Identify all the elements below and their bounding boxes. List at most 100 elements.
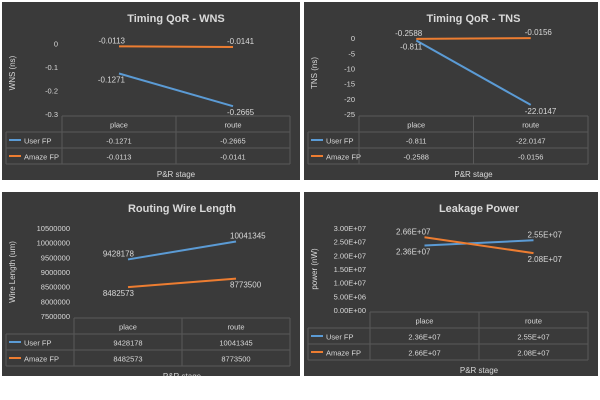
legend-label: User FP: [326, 333, 354, 342]
y-tick-label: 1.00E+07: [334, 279, 366, 288]
y-tick-label: -0.3: [45, 110, 58, 119]
y-tick-label: -10: [344, 64, 355, 73]
x-axis-label: P&R stage: [163, 372, 202, 376]
chart-title: Routing Wire Length: [128, 203, 236, 215]
y-tick-label: -20: [344, 95, 355, 104]
table-cell-value: 9428178: [113, 339, 142, 348]
series-line-user-fp: [127, 240, 237, 261]
chart-panel-wire-length: Routing Wire Length Wire Length (um) 10500…: [2, 192, 300, 376]
series-line-user-fp: [424, 239, 534, 247]
data-label: -0.2665: [227, 108, 255, 117]
chart-svg: Timing QoR - TNS TNS (ns) 0 -5 -10 -15 -20 -25 p…: [307, 13, 589, 179]
data-label: 8773500: [230, 281, 262, 290]
data-label: -0.2588: [395, 29, 423, 38]
data-label: 2.36E+07: [396, 247, 431, 256]
y-tick-label: 5.00E+06: [334, 292, 366, 301]
series-line-user-fp: [415, 39, 532, 106]
series-line-user-fp: [118, 72, 234, 108]
data-label: -0.0156: [525, 28, 553, 37]
y-tick-label: 8000000: [41, 297, 70, 306]
data-label: -0.811: [400, 43, 423, 52]
legend-label: Amaze FP: [326, 349, 361, 358]
y-tick-label: 8500000: [41, 283, 70, 292]
data-label: -22.0147: [525, 107, 557, 116]
x-axis-label: P&R stage: [454, 170, 493, 179]
category-label: place: [416, 317, 434, 326]
chart-title: Timing QoR - TNS: [427, 13, 521, 25]
data-label: 2.55E+07: [528, 230, 563, 239]
chart-panel-leakage-power: Leakage Power power (nW) 3.00E+07 2.50E+07 2…: [304, 192, 598, 376]
y-axis-label: Wire Length (um): [8, 241, 17, 303]
y-tick-label: 2.50E+07: [334, 238, 366, 247]
category-label: route: [227, 323, 244, 332]
legend-label: User FP: [24, 339, 52, 348]
data-label: -0.0113: [98, 36, 125, 45]
table-cell-value: 10041345: [219, 339, 252, 348]
legend-label: User FP: [326, 137, 354, 146]
legend-label: Amaze FP: [24, 153, 59, 162]
legend-label: Amaze FP: [24, 355, 59, 364]
y-tick-label: 1.50E+07: [334, 265, 366, 274]
y-tick-label: -0.1: [45, 63, 58, 72]
chart-title: Leakage Power: [439, 203, 520, 215]
table-cell-value: 2.66E+07: [408, 349, 440, 358]
table-cell-value: 8773500: [221, 355, 250, 364]
y-tick-label: 2.00E+07: [334, 251, 366, 260]
series-line-amaze-fp: [416, 37, 531, 40]
table-cell-value: 8482573: [113, 355, 142, 364]
table-cell-value: -0.2588: [404, 153, 429, 162]
category-label: route: [224, 121, 241, 130]
x-axis-label: P&R stage: [460, 366, 499, 375]
y-tick-label: 9000000: [41, 268, 70, 277]
y-tick-label: 10500000: [37, 224, 70, 233]
table-cell-value: -22.0147: [516, 137, 546, 146]
data-label: -0.1271: [98, 75, 126, 84]
y-tick-label: 0.00E+00: [334, 306, 366, 315]
category-label: route: [522, 121, 539, 130]
category-label: place: [407, 121, 425, 130]
chart-svg: Leakage Power power (nW) 3.00E+07 2.50E+07 2…: [307, 203, 589, 375]
data-label: 9428178: [103, 249, 135, 258]
y-tick-label: 7500000: [41, 312, 70, 321]
series-line-amaze-fp: [127, 277, 237, 289]
legend-label: User FP: [24, 137, 52, 146]
table-cell-value: 2.55E+07: [517, 333, 549, 342]
y-tick-label: -25: [344, 110, 355, 119]
table-cell-value: -0.0156: [518, 153, 543, 162]
chart-svg: Timing QoR - WNS WNS (ns) 0 -0.1 -0.2 -0.3 pla…: [5, 13, 291, 179]
y-tick-label: 3.00E+07: [334, 224, 366, 233]
table-cell-value: -0.811: [406, 137, 427, 146]
chart-title: Timing QoR - WNS: [127, 13, 225, 25]
series-line-amaze-fp: [118, 45, 234, 49]
category-label: place: [110, 121, 128, 130]
x-axis-label: P&R stage: [157, 170, 196, 179]
data-label: 2.08E+07: [528, 255, 563, 264]
category-label: place: [119, 323, 137, 332]
table-cell-value: 2.36E+07: [408, 333, 440, 342]
table-cell-value: -0.1271: [106, 137, 131, 146]
y-tick-label: -0.2: [45, 87, 58, 96]
y-tick-label: -5: [348, 49, 355, 58]
y-axis-label: power (nW): [310, 248, 319, 290]
chart-svg: Routing Wire Length Wire Length (um) 10500…: [5, 203, 291, 376]
chart-panel-tns: Timing QoR - TNS TNS (ns) 0 -5 -10 -15 -20 -25 p…: [304, 2, 598, 180]
data-label: -0.0141: [227, 37, 255, 46]
y-tick-label: 9500000: [41, 253, 70, 262]
chart-panel-wns: Timing QoR - WNS WNS (ns) 0 -0.1 -0.2 -0.3 pla…: [2, 2, 300, 180]
y-axis-label: TNS (ns): [310, 57, 319, 89]
y-tick-label: 10000000: [37, 239, 70, 248]
y-axis-label: WNS (ns): [8, 55, 17, 90]
data-label: 8482573: [103, 289, 135, 298]
series-line-amaze-fp: [424, 236, 534, 255]
table-cell-value: -0.2665: [220, 137, 245, 146]
data-label: 10041345: [230, 231, 266, 240]
y-tick-label: -15: [344, 80, 355, 89]
y-tick-label: 0: [351, 34, 355, 43]
data-label: 2.66E+07: [396, 227, 431, 236]
legend-label: Amaze FP: [326, 153, 361, 162]
table-cell-value: 2.08E+07: [517, 349, 549, 358]
y-tick-label: 0: [54, 40, 58, 49]
category-label: route: [525, 317, 542, 326]
table-cell-value: -0.0141: [220, 153, 245, 162]
table-cell-value: -0.0113: [107, 153, 132, 162]
